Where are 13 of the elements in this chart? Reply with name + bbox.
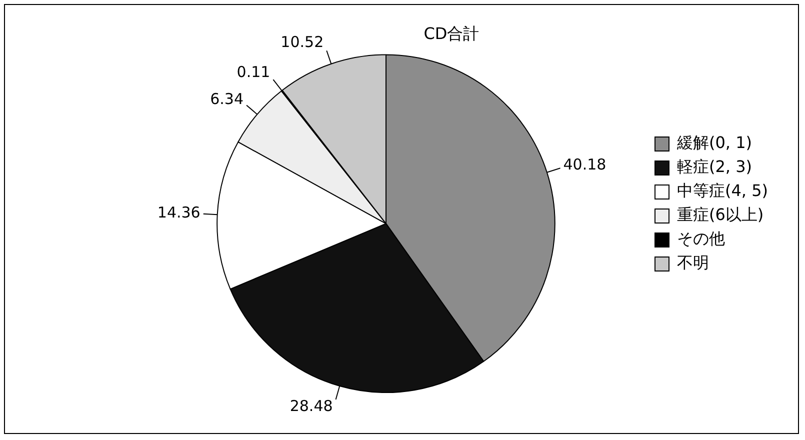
legend-label: 緩解(0, 1) bbox=[676, 133, 752, 152]
legend-label: 不明 bbox=[676, 253, 709, 272]
data-label: 14.36 bbox=[157, 203, 200, 222]
chart-title: CD合計 bbox=[424, 24, 480, 43]
legend-label: その他 bbox=[676, 229, 725, 248]
data-label: 40.18 bbox=[563, 156, 606, 174]
legend-label: 軽症(2, 3) bbox=[676, 157, 752, 176]
legend-label: 重症(6以上) bbox=[676, 205, 764, 224]
data-label: 10.52 bbox=[280, 32, 324, 51]
data-label: 0.11 bbox=[236, 63, 270, 82]
data-label: 6.34 bbox=[210, 90, 244, 108]
data-label: 28.48 bbox=[290, 397, 333, 416]
legend-label: 中等症(4, 5) bbox=[676, 181, 768, 200]
